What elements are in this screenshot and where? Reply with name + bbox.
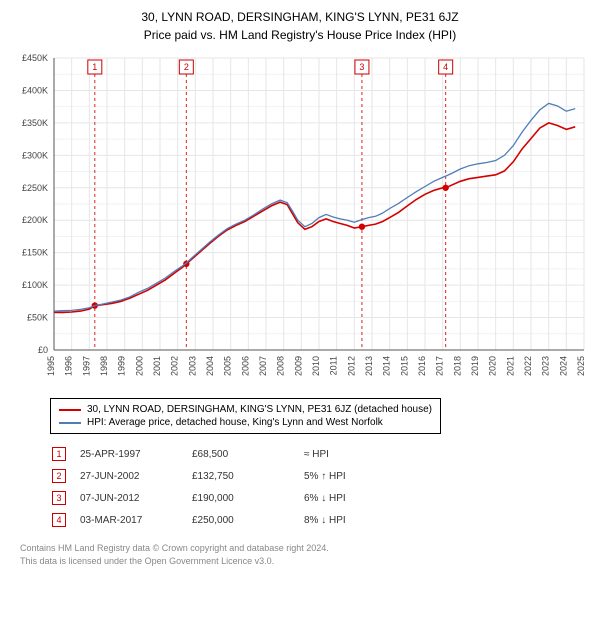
svg-text:1997: 1997 <box>81 356 91 376</box>
marker-price: £190,000 <box>192 488 302 508</box>
svg-text:2003: 2003 <box>187 356 197 376</box>
svg-text:2008: 2008 <box>276 356 286 376</box>
marker-date: 03-MAR-2017 <box>80 510 190 530</box>
svg-text:2010: 2010 <box>311 356 321 376</box>
svg-text:£250K: £250K <box>22 183 48 193</box>
marker-relation: 5% ↑ HPI <box>304 466 358 486</box>
svg-text:2021: 2021 <box>505 356 515 376</box>
svg-text:2014: 2014 <box>382 356 392 376</box>
marker-row: 4 03-MAR-2017£250,0008% ↓ HPI <box>52 510 358 530</box>
svg-text:2012: 2012 <box>346 356 356 376</box>
svg-text:1999: 1999 <box>117 356 127 376</box>
svg-text:£350K: £350K <box>22 118 48 128</box>
svg-text:4: 4 <box>443 62 448 72</box>
legend-row: HPI: Average price, detached house, King… <box>59 416 432 429</box>
marker-price: £132,750 <box>192 466 302 486</box>
legend-swatch <box>59 409 81 411</box>
svg-text:2007: 2007 <box>258 356 268 376</box>
marker-date: 25-APR-1997 <box>80 444 190 464</box>
svg-text:2017: 2017 <box>435 356 445 376</box>
legend-swatch <box>59 422 81 424</box>
svg-text:£200K: £200K <box>22 215 48 225</box>
svg-text:2015: 2015 <box>399 356 409 376</box>
marker-row: 2 27-JUN-2002£132,7505% ↑ HPI <box>52 466 358 486</box>
svg-text:2025: 2025 <box>576 356 586 376</box>
legend-label: 30, LYNN ROAD, DERSINGHAM, KING'S LYNN, … <box>87 404 432 415</box>
chart: £0 £50K £100K £150K £200K £250K £300K £350K £400… <box>10 50 590 390</box>
svg-text:2022: 2022 <box>523 356 533 376</box>
marker-row: 1 25-APR-1997£68,500≈ HPI <box>52 444 358 464</box>
svg-text:£100K: £100K <box>22 280 48 290</box>
svg-text:2018: 2018 <box>452 356 462 376</box>
svg-text:2019: 2019 <box>470 356 480 376</box>
svg-text:2009: 2009 <box>293 356 303 376</box>
marker-row: 3 07-JUN-2012£190,0006% ↓ HPI <box>52 488 358 508</box>
svg-text:1996: 1996 <box>64 356 74 376</box>
svg-text:2000: 2000 <box>134 356 144 376</box>
svg-text:1998: 1998 <box>99 356 109 376</box>
svg-text:£400K: £400K <box>22 85 48 95</box>
footnote-line-2: This data is licensed under the Open Gov… <box>20 555 590 568</box>
svg-text:£0: £0 <box>38 345 48 355</box>
svg-text:£150K: £150K <box>22 248 48 258</box>
marker-price: £250,000 <box>192 510 302 530</box>
marker-number-box: 3 <box>52 491 66 505</box>
svg-text:2023: 2023 <box>541 356 551 376</box>
svg-text:2005: 2005 <box>223 356 233 376</box>
svg-text:1995: 1995 <box>46 356 56 376</box>
svg-text:2020: 2020 <box>488 356 498 376</box>
marker-number-box: 2 <box>52 469 66 483</box>
markers-table: 1 25-APR-1997£68,500≈ HPI 2 27-JUN-2002£132… <box>50 442 360 532</box>
marker-relation: 8% ↓ HPI <box>304 510 358 530</box>
marker-price: £68,500 <box>192 444 302 464</box>
marker-number-box: 4 <box>52 513 66 527</box>
svg-text:2: 2 <box>184 62 189 72</box>
legend-label: HPI: Average price, detached house, King… <box>87 417 383 428</box>
svg-text:3: 3 <box>359 62 364 72</box>
marker-number-box: 1 <box>52 447 66 461</box>
svg-text:1: 1 <box>92 62 97 72</box>
svg-text:£50K: £50K <box>27 313 48 323</box>
svg-text:£300K: £300K <box>22 150 48 160</box>
svg-text:2011: 2011 <box>329 356 339 375</box>
footnote: Contains HM Land Registry data © Crown c… <box>20 542 590 567</box>
svg-text:2013: 2013 <box>364 356 374 376</box>
svg-text:2001: 2001 <box>152 356 162 376</box>
title-line-2: Price paid vs. HM Land Registry's House … <box>10 26 590 44</box>
marker-date: 27-JUN-2002 <box>80 466 190 486</box>
legend-row: 30, LYNN ROAD, DERSINGHAM, KING'S LYNN, … <box>59 403 432 416</box>
marker-date: 07-JUN-2012 <box>80 488 190 508</box>
marker-relation: 6% ↓ HPI <box>304 488 358 508</box>
svg-text:2006: 2006 <box>240 356 250 376</box>
marker-relation: ≈ HPI <box>304 444 358 464</box>
svg-text:£450K: £450K <box>22 53 48 63</box>
chart-svg: £0 £50K £100K £150K £200K £250K £300K £350K £400… <box>10 50 590 390</box>
svg-text:2016: 2016 <box>417 356 427 376</box>
svg-text:2004: 2004 <box>205 356 215 376</box>
title-line-1: 30, LYNN ROAD, DERSINGHAM, KING'S LYNN, … <box>10 8 590 26</box>
footnote-line-1: Contains HM Land Registry data © Crown c… <box>20 542 590 555</box>
svg-text:2024: 2024 <box>558 356 568 376</box>
svg-text:2002: 2002 <box>170 356 180 376</box>
legend: 30, LYNN ROAD, DERSINGHAM, KING'S LYNN, … <box>50 398 441 434</box>
